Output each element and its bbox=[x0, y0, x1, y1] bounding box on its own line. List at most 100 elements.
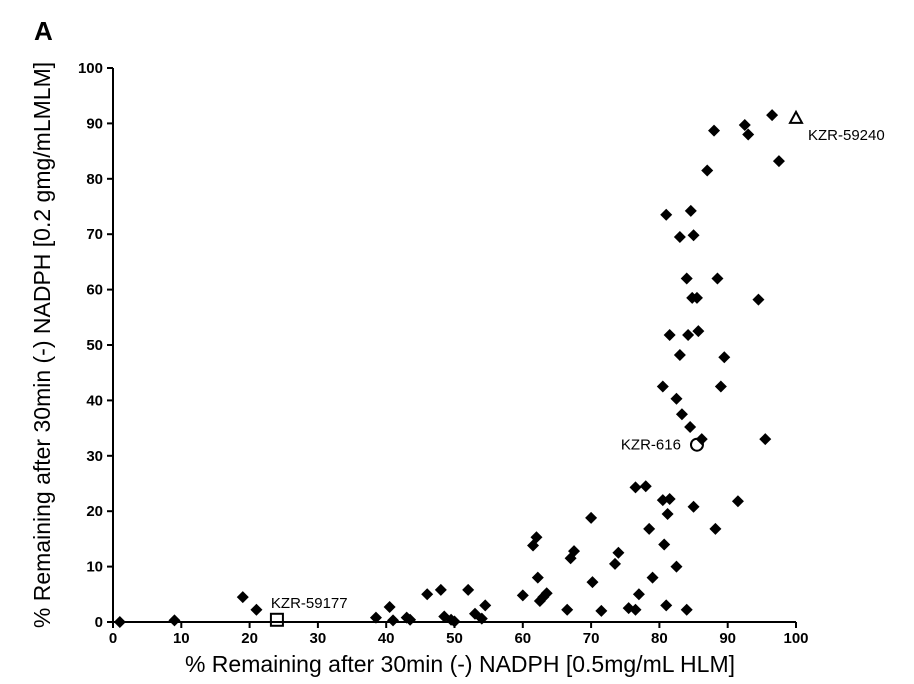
data-point-diamond bbox=[643, 522, 656, 535]
y-tick-label: 80 bbox=[86, 171, 103, 188]
data-point-diamond bbox=[595, 604, 608, 617]
x-tick-label: 90 bbox=[719, 630, 736, 647]
data-point-diamond bbox=[670, 392, 683, 405]
data-point-diamond bbox=[656, 380, 669, 393]
data-point-diamond bbox=[718, 351, 731, 364]
data-point-diamond bbox=[629, 603, 642, 616]
data-point-diamond bbox=[772, 155, 785, 168]
data-point-diamond bbox=[369, 611, 382, 624]
data-point-diamond bbox=[690, 291, 703, 304]
data-point-diamond bbox=[708, 124, 721, 137]
data-point-diamond bbox=[479, 599, 492, 612]
data-point-diamond bbox=[709, 522, 722, 535]
x-tick-label: 10 bbox=[173, 630, 190, 647]
data-point-diamond bbox=[680, 272, 693, 285]
data-point-diamond bbox=[632, 588, 645, 601]
highlighted-compounds: KZR-59177 KZR-616 KZR-59240 bbox=[269, 109, 885, 627]
data-point-diamond bbox=[660, 599, 673, 612]
y-tick-label: 30 bbox=[86, 448, 103, 465]
marker-circle bbox=[689, 437, 704, 452]
data-point-diamond bbox=[646, 571, 659, 584]
annotation-label: KZR-59240 bbox=[808, 127, 885, 144]
data-point-diamond bbox=[516, 589, 529, 602]
data-point-diamond bbox=[404, 613, 417, 626]
data-point-diamond bbox=[673, 348, 686, 361]
data-point-diamond bbox=[687, 229, 700, 242]
data-point-diamond bbox=[561, 603, 574, 616]
data-point-diamond bbox=[714, 380, 727, 393]
data-point-diamond bbox=[383, 601, 396, 614]
data-point-diamond bbox=[673, 230, 686, 243]
data-point-diamond bbox=[448, 615, 461, 628]
y-tick-label: 50 bbox=[86, 337, 103, 354]
marker-square bbox=[269, 612, 284, 627]
axes bbox=[112, 68, 796, 623]
data-point-diamond bbox=[113, 616, 126, 628]
y-tick-label: 10 bbox=[86, 559, 103, 576]
data-point-diamond bbox=[680, 603, 693, 616]
x-tick-label: 100 bbox=[783, 630, 808, 647]
data-point-diamond bbox=[387, 614, 400, 627]
data-point-diamond bbox=[236, 591, 249, 604]
data-point-diamond bbox=[663, 329, 676, 342]
data-point-diamond bbox=[663, 493, 676, 506]
y-tick-label: 70 bbox=[86, 226, 103, 243]
y-tick-label: 20 bbox=[86, 503, 103, 520]
data-point-diamond bbox=[629, 481, 642, 494]
y-tick-label: 0 bbox=[95, 614, 103, 631]
x-tick-label: 30 bbox=[310, 630, 327, 647]
data-point-diamond bbox=[687, 500, 700, 513]
panel-label: A bbox=[34, 16, 53, 46]
data-point-diamond bbox=[711, 272, 724, 285]
data-point-diamond bbox=[684, 420, 697, 433]
data-point-diamond bbox=[731, 495, 744, 508]
data-point-diamond bbox=[568, 545, 581, 558]
y-tick-label: 100 bbox=[78, 60, 103, 77]
data-point-diamond bbox=[434, 583, 447, 596]
data-point-diamond bbox=[475, 612, 488, 625]
x-tick-label: 70 bbox=[583, 630, 600, 647]
x-ticks: 0 10 20 30 40 50 60 70 80 90 100 bbox=[109, 622, 809, 647]
data-points bbox=[113, 109, 785, 628]
data-point-diamond bbox=[738, 119, 751, 132]
data-point-diamond bbox=[585, 511, 598, 524]
x-tick-label: 80 bbox=[651, 630, 668, 647]
data-point-diamond bbox=[612, 546, 625, 559]
x-tick-label: 40 bbox=[378, 630, 395, 647]
y-tick-label: 60 bbox=[86, 282, 103, 299]
data-point-diamond bbox=[639, 480, 652, 493]
y-ticks: 0 10 20 30 40 50 60 70 80 90 100 bbox=[78, 60, 113, 631]
data-point-diamond bbox=[660, 208, 673, 221]
annotation-label: KZR-616 bbox=[621, 437, 681, 454]
marker-triangle bbox=[788, 109, 804, 124]
data-point-diamond bbox=[692, 325, 705, 338]
data-point-diamond bbox=[531, 571, 544, 584]
data-point-diamond bbox=[701, 164, 714, 177]
y-tick-label: 90 bbox=[86, 115, 103, 132]
data-point-diamond bbox=[675, 408, 688, 421]
x-axis-title: % Remaining after 30min (-) NADPH [0.5mg… bbox=[185, 651, 735, 677]
data-point-diamond bbox=[695, 433, 708, 446]
data-point-diamond bbox=[462, 583, 475, 596]
data-point-diamond bbox=[661, 507, 674, 520]
x-tick-label: 60 bbox=[514, 630, 531, 647]
x-tick-label: 20 bbox=[241, 630, 258, 647]
data-point-diamond bbox=[766, 109, 779, 122]
data-point-diamond bbox=[168, 614, 181, 627]
x-tick-label: 0 bbox=[109, 630, 117, 647]
data-point-diamond bbox=[682, 329, 695, 342]
data-point-diamond bbox=[609, 557, 622, 570]
x-tick-label: 50 bbox=[446, 630, 463, 647]
y-axis-title: % Remaining after 30min (-) NADPH [0.2 g… bbox=[29, 62, 55, 628]
data-point-diamond bbox=[742, 128, 755, 141]
data-point-diamond bbox=[759, 433, 772, 446]
data-point-diamond bbox=[670, 560, 683, 573]
data-point-diamond bbox=[250, 603, 263, 616]
data-point-diamond bbox=[421, 588, 434, 601]
data-point-diamond bbox=[586, 576, 599, 589]
data-point-diamond bbox=[752, 293, 765, 306]
data-point-diamond bbox=[684, 204, 697, 217]
y-tick-label: 40 bbox=[86, 392, 103, 409]
data-point-diamond bbox=[658, 538, 671, 551]
